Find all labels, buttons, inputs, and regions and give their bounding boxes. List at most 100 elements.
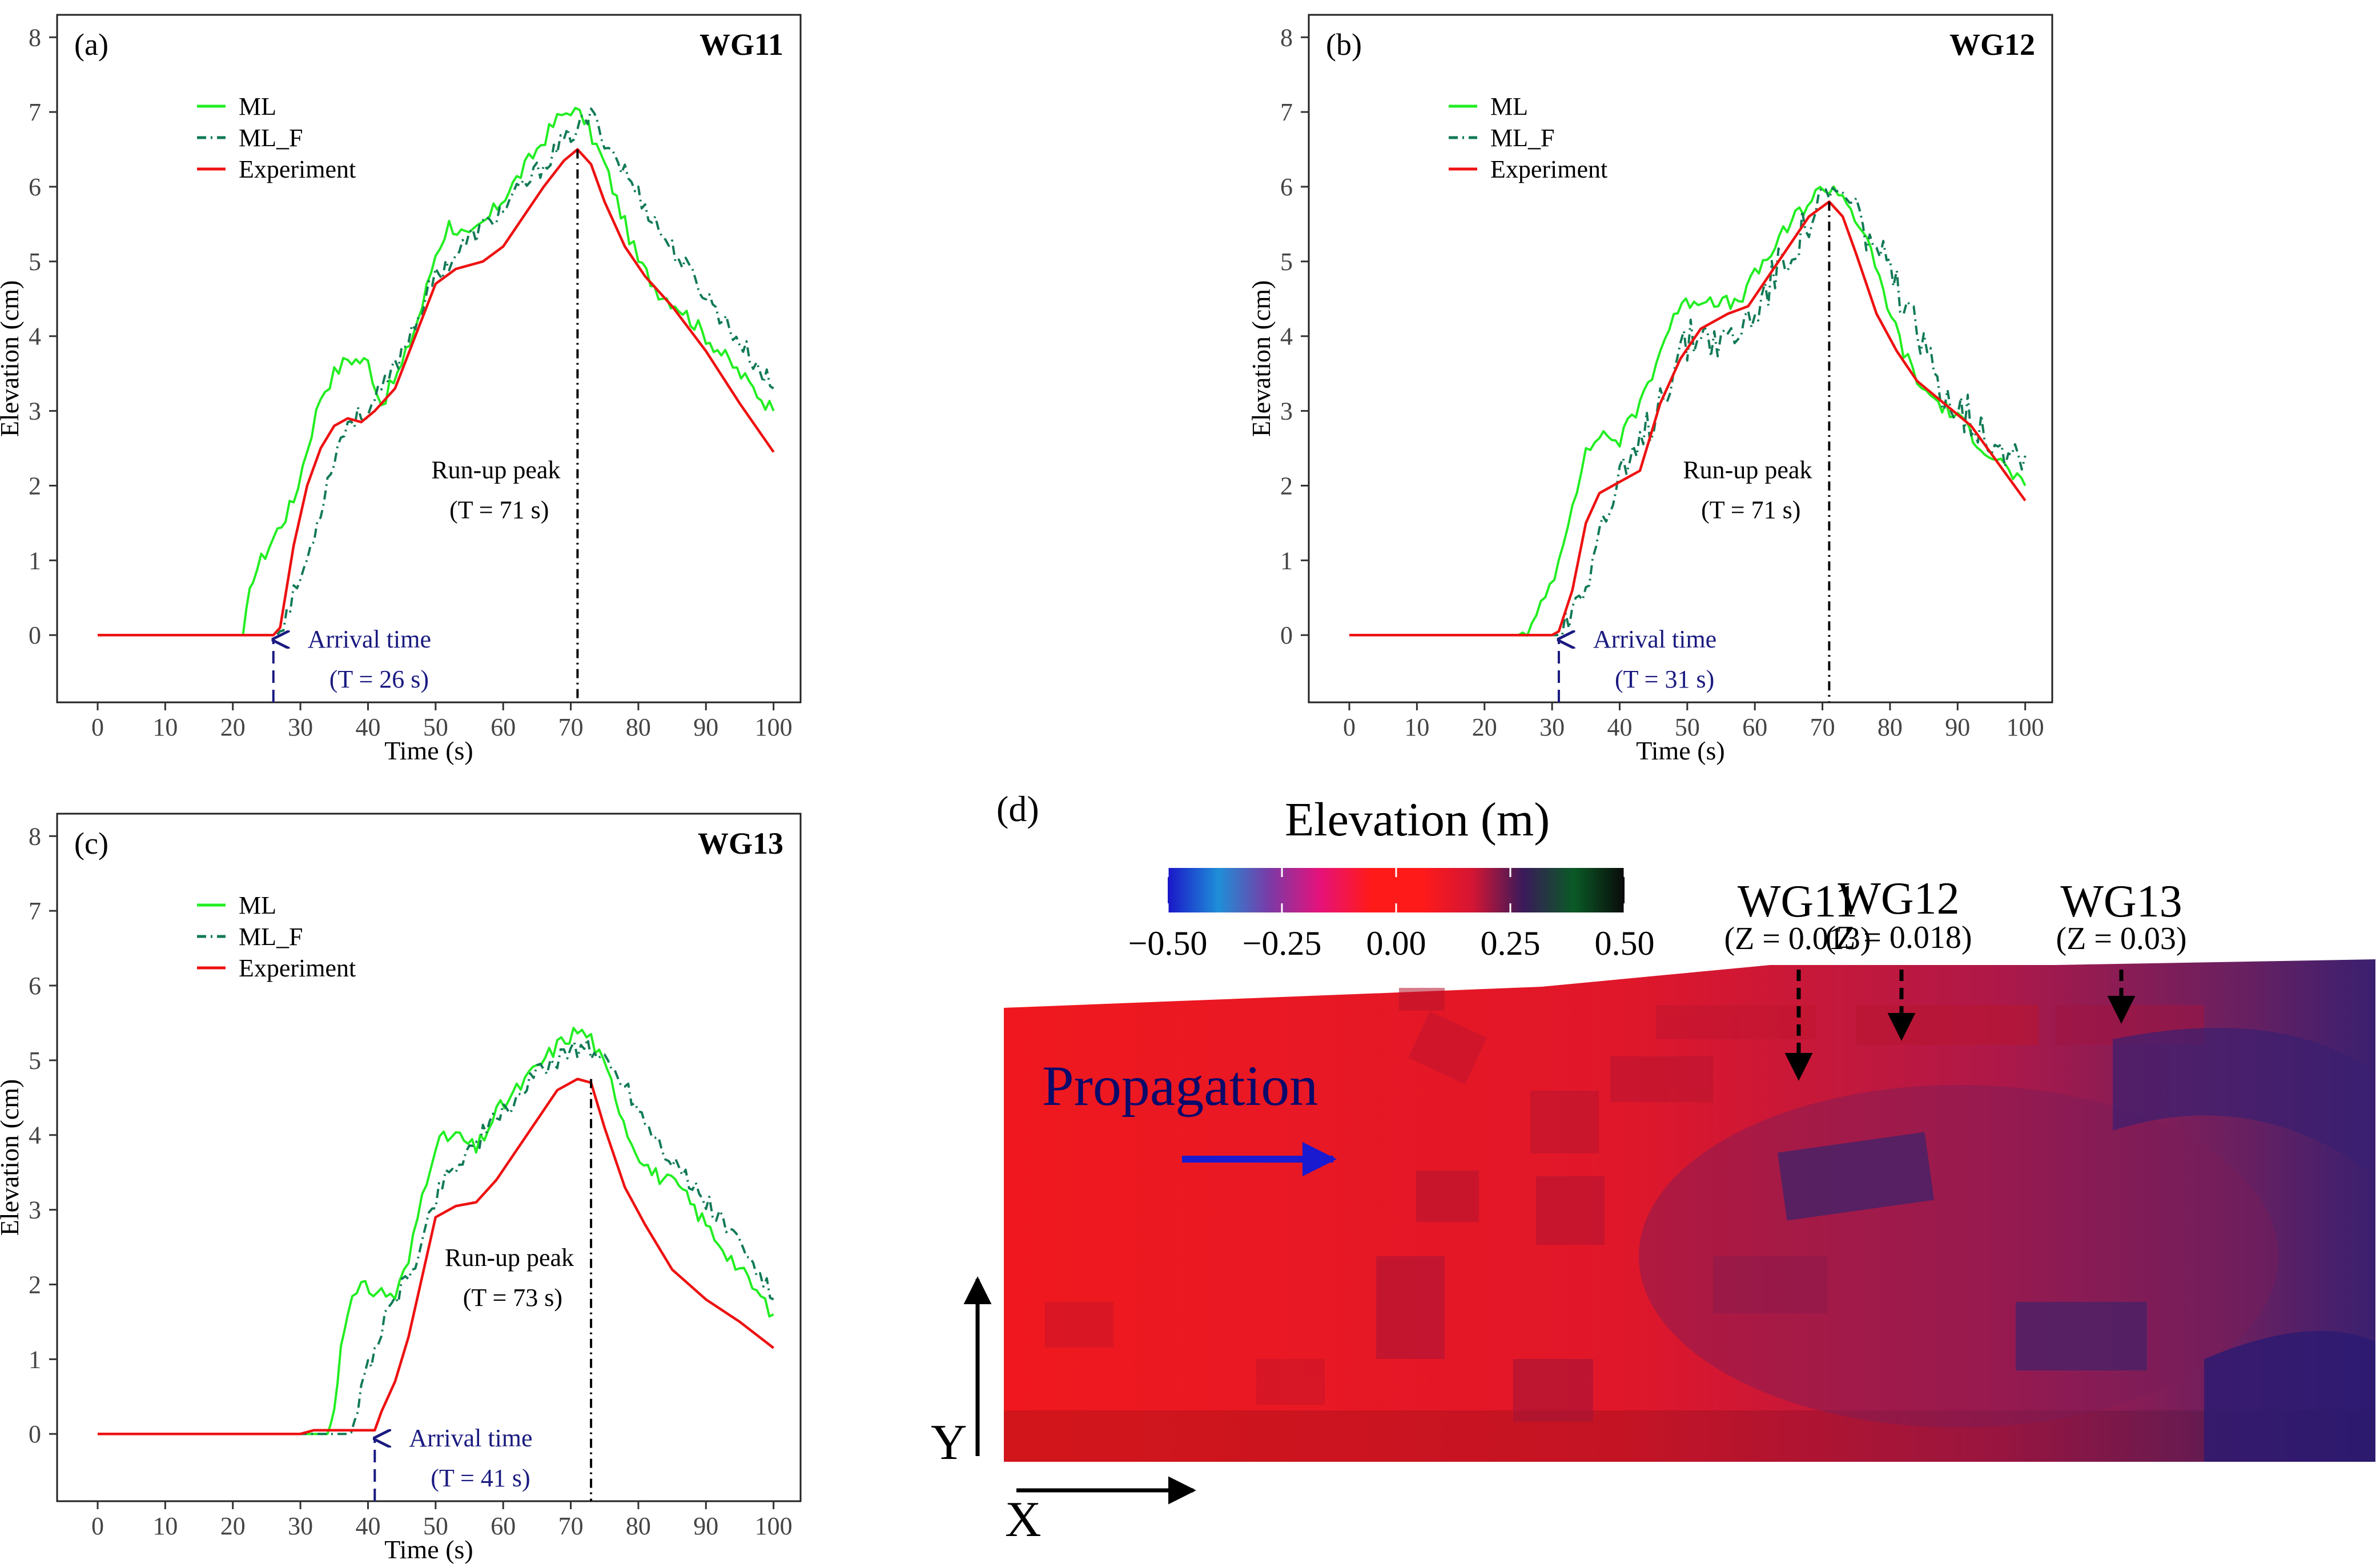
x-tick-label: 30 xyxy=(1539,713,1565,741)
x-tick-label: 90 xyxy=(1945,713,1970,741)
panel-label: (b) xyxy=(1326,27,1362,62)
gauge-markers: WG11(Z = 0.013)WG12(Z = 0.018) WG13(Z = 0… xyxy=(1724,874,2187,1081)
peak-label: Run-up peak xyxy=(1683,456,1812,484)
x-tick-label: 60 xyxy=(491,713,516,741)
y-tick-label: 7 xyxy=(29,897,41,925)
x-tick-label: 10 xyxy=(1404,713,1429,741)
y-tick-label: 2 xyxy=(1280,472,1293,500)
chart-panel-c: 0 10 20 30 40 50 60 70 80 90 100 0 1 2 3 4 5 6 7 8 Time (s) E… xyxy=(0,813,802,1564)
colorbar-tick-label: −0.50 xyxy=(1128,924,1208,962)
legend-label: ML_F xyxy=(239,124,303,152)
x-tick-label: 60 xyxy=(491,1512,516,1540)
x-tick-label: 90 xyxy=(693,713,718,741)
colorbar-tick-label: 0.25 xyxy=(1481,924,1541,962)
y-tick-label: 3 xyxy=(29,1196,41,1224)
terrain-front-face xyxy=(1004,1410,2375,1462)
y-tick-label: 6 xyxy=(29,972,41,1000)
arrival-time-label: (T = 41 s) xyxy=(431,1464,530,1492)
x-tick-label: 70 xyxy=(558,713,584,741)
peak-label: Run-up peak xyxy=(431,456,560,484)
colorbar-tick-label: −0.25 xyxy=(1243,924,1322,962)
y-tick-label: 3 xyxy=(1280,397,1293,425)
x-tick-label: 100 xyxy=(755,1512,793,1540)
x-tick-label: 0 xyxy=(1343,713,1356,741)
colorbar-ticks: −0.50 −0.25 0.00 0.25 0.50 xyxy=(1128,868,1655,962)
y-tick-label: 4 xyxy=(1280,323,1293,351)
y-axis-title: Elevation (cm) xyxy=(0,280,24,437)
x-tick-label: 60 xyxy=(1742,713,1767,741)
x-tick-label: 40 xyxy=(1607,713,1632,741)
y-tick-label: 4 xyxy=(29,323,41,351)
plot-frame xyxy=(56,14,802,703)
y-tick-label: 5 xyxy=(29,248,41,276)
large-building-2 xyxy=(2016,1302,2147,1370)
arrival-label: Arrival time xyxy=(409,1424,532,1452)
y-tick-label: 8 xyxy=(29,23,41,51)
x-tick-label: 100 xyxy=(755,713,793,741)
panel-label: (a) xyxy=(74,27,108,62)
y-tick-label: 8 xyxy=(1280,23,1293,51)
legend-label: ML xyxy=(239,93,276,120)
panel-title: WG12 xyxy=(1949,27,2035,62)
arrival-time-label: (T = 31 s) xyxy=(1615,665,1714,693)
gauge-name: WG11 xyxy=(1738,877,1858,927)
arrival-label: Arrival time xyxy=(308,625,431,653)
y-tick-label: 5 xyxy=(1280,248,1293,276)
y-tick-label: 2 xyxy=(29,1271,41,1298)
gauge-name: WG12 xyxy=(1838,874,1959,924)
y-tick-label: 6 xyxy=(1280,173,1293,201)
right-deep-area xyxy=(2204,1330,2375,1462)
x-tick-label: 0 xyxy=(91,713,104,741)
gauge-z-label: (Z = 0.018) xyxy=(1825,920,1972,955)
colorbar-tick-label: 0.50 xyxy=(1595,924,1655,962)
y-tick-label: 2 xyxy=(29,472,41,500)
x-tick-label: 70 xyxy=(558,1512,584,1540)
y-tick-label: 7 xyxy=(29,98,41,126)
legend-label: Experiment xyxy=(1490,155,1607,183)
large-building xyxy=(1777,1132,1935,1221)
x-tick-label: 30 xyxy=(288,1512,313,1540)
x-tick-label: 20 xyxy=(220,713,246,741)
legend: ML ML_F Experiment xyxy=(197,93,356,183)
x-tick-label: 10 xyxy=(152,1512,178,1540)
x-tick-label: 90 xyxy=(693,1512,718,1540)
right-hillside xyxy=(2113,1028,2375,1176)
y-tick-label: 1 xyxy=(29,1345,41,1373)
legend-label: ML_F xyxy=(239,923,303,951)
peak-time-label: (T = 71 s) xyxy=(449,496,549,524)
x-tick-label: 50 xyxy=(1675,713,1700,741)
legend: ML ML_F Experiment xyxy=(1449,93,1607,183)
x-tick-label: 70 xyxy=(1810,713,1835,741)
x-axis-title: Time (s) xyxy=(384,736,473,765)
series-line-experiment xyxy=(1349,200,2027,637)
gauge-name: WG13 xyxy=(2060,877,2182,927)
y-tick-label: 8 xyxy=(29,822,41,850)
panel-d-terrain: (d) Elevation (m) −0.50 −0.25 0.00 0.25 0.50 xyxy=(931,789,2375,1547)
x-tick-label: 0 xyxy=(91,1512,104,1540)
chart-panel-b: 0 10 20 30 40 50 60 70 80 90 100 0 1 2 3 4 5 6 7 8 Time (s) E… xyxy=(1247,14,2053,765)
arrival-time-label: (T = 26 s) xyxy=(329,665,429,693)
y-axis-title: Elevation (cm) xyxy=(0,1079,24,1236)
series-line-ml_f xyxy=(98,1038,774,1436)
y-tick-label: 3 xyxy=(29,397,41,425)
x-tick-label: 100 xyxy=(2007,713,2044,741)
x-axis-label: X xyxy=(1005,1492,1042,1547)
x-tick-label: 10 xyxy=(152,713,178,741)
panel-title: WG11 xyxy=(699,27,783,62)
panel-label: (c) xyxy=(74,826,108,861)
y-tick-label: 0 xyxy=(29,621,41,649)
x-axis-title: Time (s) xyxy=(384,1535,473,1564)
x-tick-label: 80 xyxy=(626,713,651,741)
chart-panel-a: 0 10 20 30 40 50 60 70 80 90 100 0 1 2 3 4 5 6 7 8 Time (s) E… xyxy=(0,14,802,765)
legend-label: ML xyxy=(239,891,276,919)
y-tick-label: 6 xyxy=(29,173,41,201)
x-tick-label: 50 xyxy=(423,1512,448,1540)
legend-label: ML xyxy=(1490,93,1528,120)
peak-label: Run-up peak xyxy=(445,1244,574,1272)
colorbar-title: Elevation (m) xyxy=(1285,793,1550,846)
series-line-experiment xyxy=(98,148,775,637)
series-line-ml_f xyxy=(1349,186,2027,637)
peak-time-label: (T = 71 s) xyxy=(1701,496,1800,524)
y-tick-label: 1 xyxy=(29,546,41,574)
x-tick-label: 80 xyxy=(1878,713,1903,741)
